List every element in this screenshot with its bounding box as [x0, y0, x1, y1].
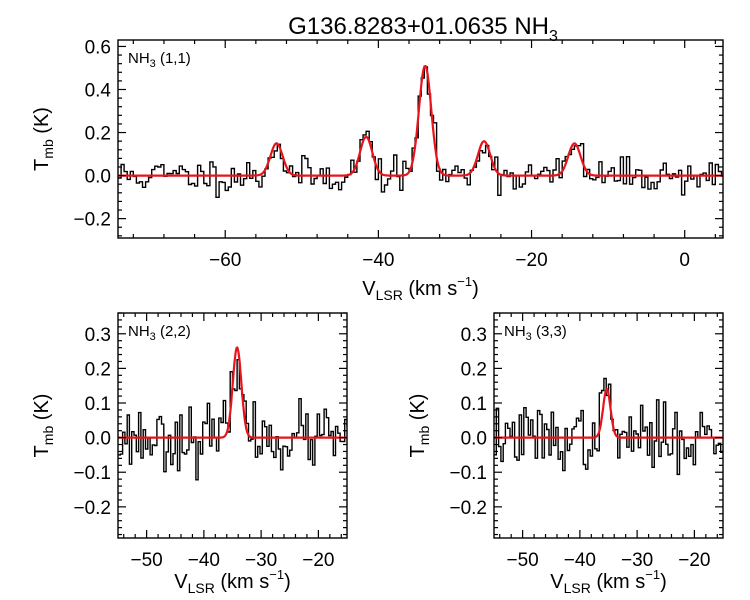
y-label-rest: (K) [407, 394, 429, 426]
x-label-main: V [550, 571, 564, 593]
x-tick-label: −60 [209, 250, 241, 271]
x-tick-label: −30 [621, 550, 653, 571]
y-label-rest: (K) [31, 107, 53, 139]
y-label-main: T [31, 159, 53, 171]
y-tick-label: 0.2 [85, 124, 111, 145]
panel-label: NH3 (1,1) [128, 50, 191, 70]
panel-top: −60 −40 −20 0 −0.2 0.0 0.2 0.4 0.6 NH3 (1,1) VLSR … [31, 37, 724, 303]
x-tick-label: −50 [507, 550, 539, 571]
plot-frame [117, 312, 348, 539]
y-tick-label: 0.2 [461, 359, 487, 380]
y-tick-label: 0.2 [85, 359, 111, 380]
fit-line [118, 64, 723, 177]
panel-label-sub: 3 [150, 331, 156, 343]
plot-frame [117, 39, 724, 239]
y-tick-label: 0.0 [85, 429, 111, 450]
panel-label-rest: (1,1) [156, 50, 191, 67]
panel-label-main: NH [128, 323, 150, 340]
y-tick-label: 0.1 [461, 394, 487, 415]
y-tick-label: 0.6 [85, 37, 111, 58]
y-axis-label: Tmb (K) [31, 394, 56, 458]
fit-line [118, 346, 347, 439]
x-label-sub: LSR [376, 287, 403, 303]
panel-label-sub: 3 [526, 331, 532, 343]
x-label-mid: (km s [403, 278, 457, 300]
x-label-sup: −1 [457, 274, 472, 289]
x-label-sup: −1 [645, 567, 660, 582]
x-tick-label: −40 [362, 250, 394, 271]
x-label-sup: −1 [269, 567, 284, 582]
x-label-end: ) [472, 278, 479, 300]
y-tick-label: 0.0 [461, 429, 487, 450]
spectrum-line [118, 359, 347, 481]
plot-frame [493, 312, 724, 539]
x-tick-label: −40 [188, 550, 220, 571]
x-label-sub: LSR [564, 580, 591, 596]
fit-line [494, 388, 723, 439]
x-label-main: V [362, 278, 376, 300]
y-tick-label: −0.2 [73, 498, 111, 519]
y-tick-label: 0.4 [85, 81, 112, 102]
panel-label-rest: (3,3) [532, 323, 567, 340]
y-tick-label: −0.2 [73, 210, 111, 231]
y-tick-label: −0.1 [73, 463, 111, 484]
y-tick-label: −0.1 [449, 463, 487, 484]
panel-bottom-left: −50 −40 −30 −20 −0.2 −0.1 0.0 0.1 0.2 0.3 NH3 (2,2… [31, 312, 348, 596]
y-label-main: T [407, 445, 429, 457]
x-axis-label: VLSR (km s−1) [550, 567, 667, 596]
panel-label-sub: 3 [150, 58, 156, 70]
y-tick-label: 0.0 [85, 167, 111, 188]
y-tick-label: 0.1 [85, 394, 111, 415]
y-tick-label: 0.3 [85, 325, 111, 346]
y-label-main: T [31, 445, 53, 457]
y-tick-label: 0.3 [461, 325, 487, 346]
panel-label-main: NH [504, 323, 526, 340]
y-axis-label: Tmb (K) [31, 107, 56, 171]
spectrum-line [494, 377, 723, 476]
x-tick-label: −40 [564, 550, 596, 571]
x-axis-label: VLSR (km s−1) [174, 567, 291, 596]
y-label-sub: mb [40, 139, 56, 159]
y-label-sub: mb [40, 426, 56, 446]
x-tick-label: 0 [679, 250, 690, 271]
x-axis-label: VLSR (km s−1) [362, 274, 479, 303]
x-label-mid: (km s [591, 571, 645, 593]
x-label-end: ) [284, 571, 291, 593]
x-label-sub: LSR [188, 580, 215, 596]
panel-label-main: NH [128, 50, 150, 67]
y-label-rest: (K) [31, 394, 53, 426]
chart-title: G136.8283+01.0635 NH3 [288, 13, 558, 45]
panel-label-rest: (2,2) [156, 323, 191, 340]
panel-bottom-right: −50 −40 −30 −20 −0.2 −0.1 0.0 0.1 0.2 0.3 NH3 (3,3… [407, 312, 724, 596]
y-tick-label: −0.2 [449, 498, 487, 519]
x-tick-label: −30 [245, 550, 277, 571]
panel-label: NH3 (3,3) [504, 323, 567, 343]
x-label-end: ) [660, 571, 667, 593]
x-label-main: V [174, 571, 188, 593]
x-label-mid: (km s [215, 571, 269, 593]
x-tick-label: −50 [131, 550, 163, 571]
y-axis-label: Tmb (K) [407, 394, 432, 458]
x-tick-label: −20 [515, 250, 547, 271]
panel-label: NH3 (2,2) [128, 323, 191, 343]
x-tick-label: −20 [678, 550, 710, 571]
y-label-sub: mb [416, 426, 432, 446]
x-tick-label: −20 [302, 550, 334, 571]
